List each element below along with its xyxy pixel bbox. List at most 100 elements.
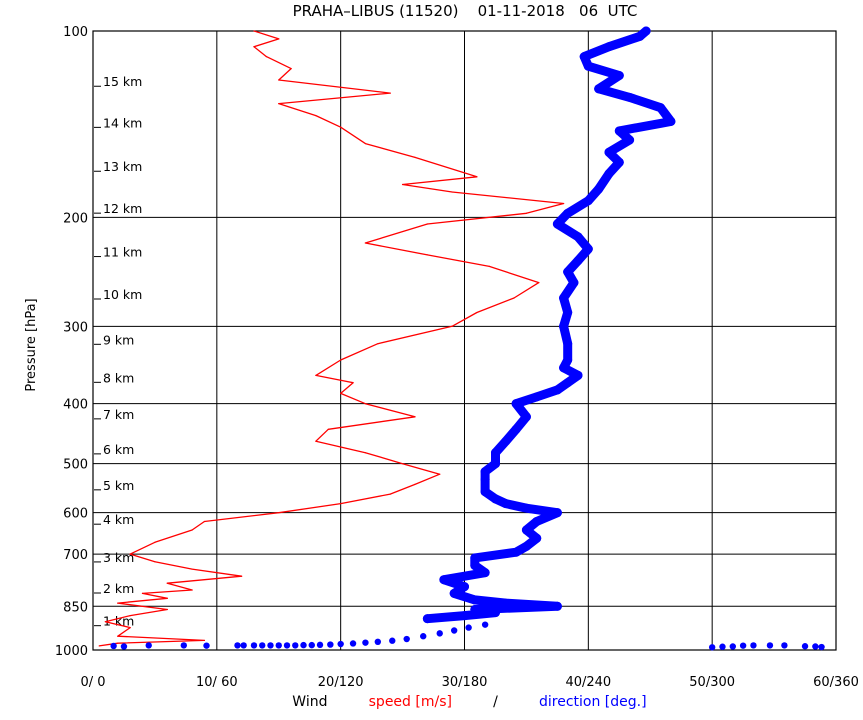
speed-point [364,142,367,145]
direction-point [460,611,469,621]
speed-point [278,38,280,40]
height-label: 10 km [103,287,142,302]
speed-point [426,223,428,225]
direction-point [470,604,480,614]
direction-point [625,92,635,102]
direction-scatter-point [481,621,489,628]
pressure-tick-label: 850 [63,600,88,615]
direction-point [480,474,490,484]
direction-point [641,26,651,36]
height-label: 7 km [103,407,134,422]
direction-point [569,278,579,288]
direction-scatter-point [389,637,396,644]
direction-point [490,494,500,504]
direction-scatter-point [450,627,458,634]
height-label: 8 km [103,370,134,385]
speed-point [265,56,267,58]
height-label: 4 km [103,512,134,527]
direction-point [511,424,521,434]
direction-point [563,267,573,277]
direction-scatter-point [812,643,819,650]
direction-point [604,42,614,52]
direction-point [480,467,490,477]
speed-point [129,553,131,555]
speed-point [377,343,379,345]
height-label: 14 km [103,115,142,130]
speed-point [315,374,317,376]
speed-point [439,473,441,475]
wind-tick-label: 0/ 0 [80,675,105,690]
pressure-tick-label: 200 [63,211,88,226]
direction-point [490,608,500,618]
direction-scatter-point [818,643,825,651]
speed-point [129,626,131,629]
speed-point [315,440,317,442]
speed-point [315,115,317,117]
direction-point [449,588,459,598]
direction-point [614,157,624,167]
x-label-direction: direction [deg.] [539,694,647,710]
speed-point [203,520,206,523]
height-label: 6 km [103,442,134,457]
speed-point [117,602,119,604]
direction-point [656,103,666,113]
pressure-tick-label: 1000 [55,644,88,659]
pressure-tick-label: 700 [63,548,88,563]
direction-point [594,84,604,94]
direction-point [552,601,562,611]
speed-point [166,608,168,611]
pressure-tick-label: 400 [63,398,88,413]
height-label: 15 km [103,74,142,89]
direction-scatter-point [327,641,334,648]
direction-point [460,582,469,592]
speed-point [488,265,490,267]
wind-tick-label: 20/120 [318,675,364,690]
y-axis-label: Pressure [hPa] [24,298,39,391]
speed-point [166,597,168,599]
direction-point [439,575,449,585]
direction-point [583,61,593,71]
direction-scatter-point [719,643,726,650]
direction-scatter-point [145,642,152,649]
direction-point [559,293,569,303]
speed-point [451,325,453,327]
direction-point [559,363,569,373]
direction-scatter-point [465,624,472,631]
direction-point [501,436,511,446]
direction-scatter-point [120,643,128,650]
speed-point [414,483,416,485]
direction-scatter-point [316,641,324,649]
height-label: 5 km [103,478,134,493]
x-axis-label: Wind speed [m/s] / direction [deg.] [292,694,647,710]
speed-point [117,642,119,644]
direction-point [552,508,562,518]
direction-point [480,487,490,497]
speed-point [166,582,168,584]
direction-point [470,560,480,570]
direction-point [532,516,542,526]
direction-scatter-point [739,642,747,649]
direction-point [559,321,569,331]
speed-point [525,212,528,214]
direction-scatter-point [308,641,315,649]
direction-scatter-point [781,642,788,649]
direction-point [521,541,531,551]
direction-scatter-point [420,633,427,640]
direction-point [480,568,490,578]
wind-tick-label: 40/240 [565,675,611,690]
speed-point [191,589,193,591]
speed-point [401,183,404,186]
speed-point [364,242,367,244]
direction-scatter-point [436,630,443,637]
speed-point [278,512,280,514]
wind-speed-series [98,30,565,647]
direction-scatter-point [801,643,809,650]
speed-point [191,529,193,531]
speed-point [562,202,565,205]
direction-scatter-point [292,642,299,649]
direction-point [532,533,542,543]
speed-point [278,79,280,81]
direction-scatter-point [403,635,410,643]
direction-scatter-point [283,642,291,649]
